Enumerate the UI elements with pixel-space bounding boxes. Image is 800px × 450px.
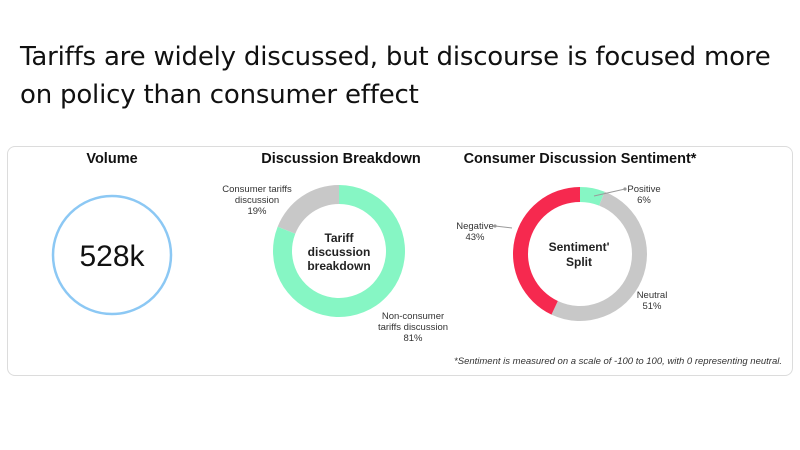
slice-pct-label: 19% <box>247 206 267 217</box>
center-line: Tariff <box>324 231 354 245</box>
slice-label-line: tariffs discussion <box>378 322 448 333</box>
slice-label-line: Non-consumer <box>382 311 444 322</box>
donut-slice-consumer-tariffs-discussion <box>277 185 339 234</box>
slice-pct-label: 51% <box>642 301 662 312</box>
center-line: Sentiment' <box>549 240 610 254</box>
slice-label-negative: Negative 43% <box>456 221 494 243</box>
breakdown-center-label: Tariff discussion breakdown <box>307 231 370 273</box>
donut-slice-negative <box>513 187 580 315</box>
leader-line-negative <box>494 225 513 229</box>
center-line: discussion <box>308 245 371 259</box>
sentiment-footnote: *Sentiment is measured on a scale of -10… <box>454 356 782 367</box>
volume-kpi: 528k <box>51 194 173 316</box>
sentiment-title: Consumer Discussion Sentiment* <box>463 151 697 167</box>
leader-dot-negative <box>493 224 497 228</box>
donut-slice-positive <box>580 187 605 206</box>
slice-label-positive: Positive 6% <box>627 184 660 206</box>
leader-line-positive <box>593 188 626 197</box>
slice-label-consumer: Consumer tariffs discussion 19% <box>222 184 292 217</box>
slice-label-non-consumer: Non-consumer tariffs discussion 81% <box>378 311 448 344</box>
slice-label-line: Positive <box>627 184 660 195</box>
center-line: breakdown <box>307 259 370 273</box>
volume-title: Volume <box>86 151 138 167</box>
slice-label-neutral: Neutral 51% <box>637 290 668 312</box>
leader-dot-positive <box>623 187 627 191</box>
slice-pct-label: 6% <box>637 195 651 206</box>
sentiment-donut-chart: Sentiment' Split Positive 6% Neutral 51%… <box>456 184 668 322</box>
breakdown-donut-chart: Tariff discussion breakdown Consumer tar… <box>222 184 448 344</box>
volume-ring <box>51 194 173 316</box>
volume-value: 528k <box>79 240 145 273</box>
slice-label-line: Negative <box>456 221 494 232</box>
headline: Tariffs are widely discussed, but discou… <box>20 42 771 110</box>
donut-slice-neutral <box>551 191 648 322</box>
slice-label-line: discussion <box>235 195 279 206</box>
breakdown-title: Discussion Breakdown <box>261 151 421 167</box>
slice-label-line: Neutral <box>637 290 668 301</box>
slice-pct-label: 43% <box>465 232 485 243</box>
sentiment-center-label: Sentiment' Split <box>549 240 610 269</box>
slice-label-line: Consumer tariffs <box>222 184 292 195</box>
center-line: Split <box>566 255 592 269</box>
slice-pct-label: 81% <box>403 333 423 344</box>
